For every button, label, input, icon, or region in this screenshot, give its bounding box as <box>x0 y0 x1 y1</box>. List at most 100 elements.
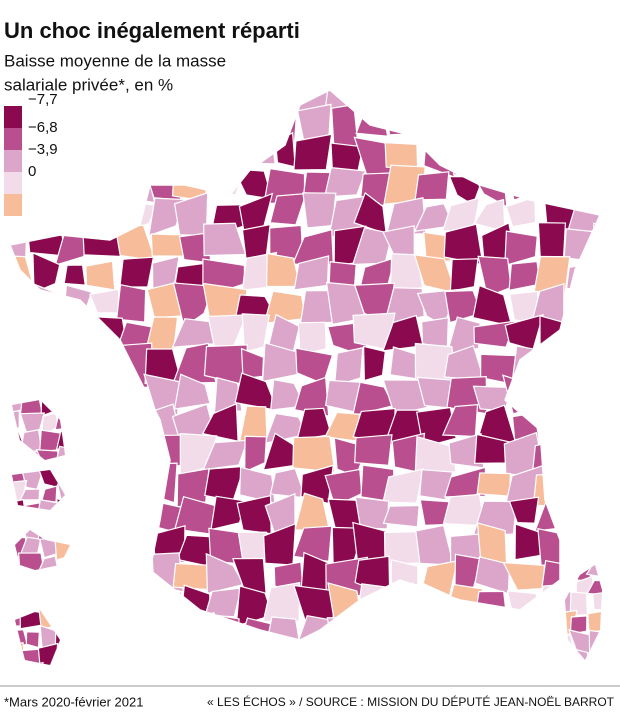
legend-swatch <box>4 150 22 172</box>
district <box>21 349 66 381</box>
district <box>596 532 600 566</box>
district <box>59 614 90 640</box>
district <box>562 164 600 205</box>
district <box>206 614 240 640</box>
district <box>538 409 577 438</box>
district <box>118 524 156 568</box>
district <box>19 502 41 527</box>
district <box>36 499 62 524</box>
district <box>414 435 457 473</box>
district <box>269 467 307 499</box>
district <box>53 371 96 417</box>
district <box>58 400 70 417</box>
district <box>53 591 97 622</box>
district <box>241 313 271 353</box>
district <box>585 565 602 580</box>
district <box>363 345 386 382</box>
district <box>302 192 337 229</box>
district <box>563 350 600 379</box>
district <box>37 642 59 665</box>
district <box>326 617 367 640</box>
district <box>54 412 70 431</box>
district <box>65 165 88 204</box>
district <box>54 631 70 652</box>
district <box>352 614 397 640</box>
district <box>54 315 96 350</box>
overseas <box>12 400 70 665</box>
district <box>23 282 62 324</box>
district <box>207 314 248 347</box>
district <box>115 283 147 323</box>
district <box>472 90 508 117</box>
district <box>389 253 424 292</box>
district <box>386 615 423 640</box>
district <box>295 347 334 385</box>
district <box>56 646 70 664</box>
district <box>569 648 595 660</box>
district <box>60 587 70 612</box>
district <box>564 473 600 499</box>
district <box>566 316 600 351</box>
district <box>355 108 389 137</box>
district <box>173 140 212 173</box>
district <box>38 607 60 630</box>
title: Un choc inégalement réparti <box>4 18 300 43</box>
district <box>244 435 268 473</box>
district <box>594 253 600 289</box>
district <box>145 136 184 177</box>
district <box>55 497 70 525</box>
district <box>12 660 22 665</box>
district <box>180 584 212 623</box>
district <box>115 106 151 141</box>
district <box>593 222 600 262</box>
district <box>36 517 63 543</box>
district <box>506 169 542 201</box>
district <box>232 557 267 595</box>
border <box>8 89 602 641</box>
district <box>112 463 151 504</box>
district <box>12 571 26 598</box>
district <box>111 163 156 204</box>
district <box>598 285 600 324</box>
district <box>444 583 488 628</box>
district <box>172 107 208 145</box>
district <box>236 494 272 535</box>
district <box>506 90 543 112</box>
district <box>293 133 333 171</box>
district <box>53 535 70 561</box>
district <box>149 616 183 640</box>
district <box>415 90 456 105</box>
district <box>382 504 420 528</box>
district <box>603 615 620 657</box>
district <box>18 588 44 611</box>
district <box>261 342 307 383</box>
district <box>591 354 600 386</box>
district <box>84 594 122 620</box>
district <box>354 496 390 530</box>
district <box>508 496 540 524</box>
district <box>235 90 278 117</box>
district <box>12 498 28 523</box>
district <box>605 646 620 672</box>
district <box>86 131 120 170</box>
district <box>41 485 58 503</box>
district <box>587 609 602 633</box>
footnote: *Mars 2020-février 2021 <box>4 694 143 709</box>
district <box>416 105 452 142</box>
district <box>202 116 246 140</box>
district <box>10 352 36 380</box>
district <box>599 589 600 628</box>
district <box>422 621 451 640</box>
district <box>596 382 600 413</box>
district <box>204 587 243 618</box>
district <box>532 473 574 507</box>
district <box>119 256 155 288</box>
district <box>19 412 46 433</box>
district <box>443 90 485 110</box>
district <box>533 133 574 173</box>
district <box>54 445 70 471</box>
district <box>594 496 600 535</box>
district <box>478 615 508 640</box>
district <box>562 105 600 148</box>
